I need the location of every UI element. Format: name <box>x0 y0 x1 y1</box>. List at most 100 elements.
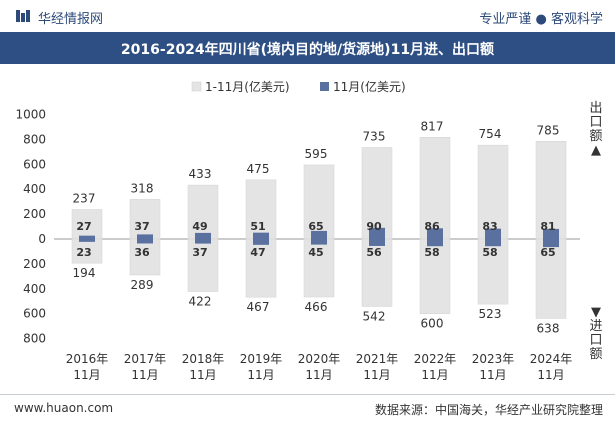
import-axis-label-char: ▼ <box>591 305 601 320</box>
cumulative-import-label: 523 <box>479 307 502 321</box>
cumulative-import-bar <box>303 238 335 298</box>
cumulative-import-bar <box>419 238 451 314</box>
cumulative-export-label: 237 <box>73 191 96 205</box>
monthly-export-bar <box>195 232 211 239</box>
monthly-import-bar <box>79 239 95 242</box>
monthly-export-label: 49 <box>192 220 207 233</box>
cumulative-export-bar <box>361 147 393 240</box>
monthly-import-label: 65 <box>540 246 555 259</box>
monthly-import-label: 58 <box>424 246 439 259</box>
x-tick-label: 11月 <box>479 368 506 382</box>
x-tick-label: 11月 <box>131 368 158 382</box>
legend-swatch-cumulative <box>191 81 202 92</box>
monthly-import-bar <box>195 239 211 244</box>
cumulative-export-label: 595 <box>305 147 328 161</box>
monthly-export-bar <box>369 227 385 239</box>
x-tick-label: 2021年 <box>356 352 399 366</box>
y-tick-label: 600 <box>23 307 46 321</box>
title-bar <box>0 32 615 64</box>
tagline: 专业严谨 ● 客观科学 <box>479 12 603 27</box>
website-link[interactable]: www.huaon.com <box>14 401 114 415</box>
cumulative-export-bar <box>245 179 277 240</box>
x-tick-label: 11月 <box>247 368 274 382</box>
monthly-export-label: 65 <box>308 220 323 233</box>
monthly-export-label: 86 <box>424 220 440 233</box>
footer-divider <box>0 394 615 395</box>
brand-name: 华经情报网 <box>38 12 104 27</box>
cumulative-export-label: 475 <box>247 162 270 176</box>
x-tick-label: 2023年 <box>472 352 515 366</box>
cumulative-export-label: 433 <box>189 167 212 181</box>
export-axis-label-char: 额 <box>589 129 603 144</box>
y-tick-label: 200 <box>23 257 46 271</box>
cumulative-import-bar <box>477 238 509 305</box>
cumulative-import-bar <box>535 238 567 319</box>
cumulative-import-bar <box>187 238 219 292</box>
monthly-export-bar <box>427 228 443 239</box>
legend-swatch-monthly <box>320 82 329 91</box>
cumulative-export-label: 318 <box>131 181 154 195</box>
import-axis-label-char: 进 <box>589 319 603 334</box>
x-tick-label: 11月 <box>421 368 448 382</box>
monthly-export-label: 37 <box>134 220 149 233</box>
legend-label-monthly: 11月(亿美元) <box>333 79 406 94</box>
cumulative-import-bar <box>245 238 277 298</box>
cumulative-import-bar <box>129 238 161 276</box>
cumulative-import-label: 542 <box>363 309 386 323</box>
import-axis-label-char: 口 <box>589 333 603 348</box>
x-tick-label: 2019年 <box>240 352 283 366</box>
monthly-export-label: 83 <box>482 220 497 233</box>
x-tick-label: 2016年 <box>66 352 109 366</box>
monthly-export-bar <box>253 232 269 239</box>
monthly-import-label: 58 <box>482 246 497 259</box>
x-tick-label: 2020年 <box>298 352 341 366</box>
monthly-import-label: 37 <box>192 246 207 259</box>
import-axis-label: ▼ 进口额 <box>589 306 603 362</box>
chart-title: 2016-2024年四川省(境内目的地/货源地)11月进、出口额 <box>120 42 495 58</box>
cumulative-import-bar <box>71 238 103 264</box>
monthly-import-bar <box>369 239 385 246</box>
x-tick-label: 11月 <box>537 368 564 382</box>
monthly-export-label: 51 <box>250 220 265 233</box>
cumulative-import-bar <box>361 238 393 307</box>
monthly-export-label: 27 <box>76 220 91 233</box>
x-tick-label: 11月 <box>305 368 332 382</box>
y-tick-label: 1000 <box>15 108 46 122</box>
x-tick-label: 2018年 <box>182 352 225 366</box>
cumulative-import-label: 194 <box>73 266 96 280</box>
cumulative-export-bar <box>129 199 161 240</box>
cumulative-export-label: 735 <box>363 129 386 143</box>
cumulative-export-bar <box>187 184 219 240</box>
y-tick-label: 0 <box>38 232 46 246</box>
cumulative-export-bar <box>303 164 335 240</box>
monthly-import-label: 45 <box>308 246 323 259</box>
monthly-export-bar <box>543 228 559 239</box>
monthly-export-bar <box>311 230 327 239</box>
monthly-import-bar <box>427 239 443 247</box>
y-tick-label: 200 <box>23 207 46 221</box>
x-tick-label: 2022年 <box>414 352 457 366</box>
header-bar: 华经情报网 专业严谨 ● 客观科学 <box>0 0 615 32</box>
monthly-import-bar <box>485 239 501 247</box>
cumulative-import-label: 638 <box>537 321 560 335</box>
data-source: 数据来源：中国海关，华经产业研究院整理 <box>374 403 603 417</box>
monthly-export-bar <box>79 235 95 239</box>
cumulative-export-label: 785 <box>537 123 560 137</box>
import-axis-label-char: 额 <box>589 347 603 362</box>
cumulative-import-label: 466 <box>305 300 328 314</box>
y-tick-label: 400 <box>23 282 46 296</box>
x-tick-label: 11月 <box>73 368 100 382</box>
cumulative-export-bar <box>71 209 103 240</box>
monthly-import-label: 47 <box>250 246 265 259</box>
y-tick-label: 800 <box>23 132 46 146</box>
monthly-export-label: 90 <box>366 220 382 233</box>
monthly-export-label: 81 <box>540 220 555 233</box>
x-tick-label: 2024年 <box>530 352 573 366</box>
y-tick-label: 600 <box>23 157 46 171</box>
monthly-import-bar <box>253 239 269 245</box>
cumulative-export-label: 817 <box>421 119 444 133</box>
cumulative-import-label: 467 <box>247 300 270 314</box>
cumulative-export-label: 754 <box>479 127 502 141</box>
cumulative-export-bar <box>477 144 509 240</box>
